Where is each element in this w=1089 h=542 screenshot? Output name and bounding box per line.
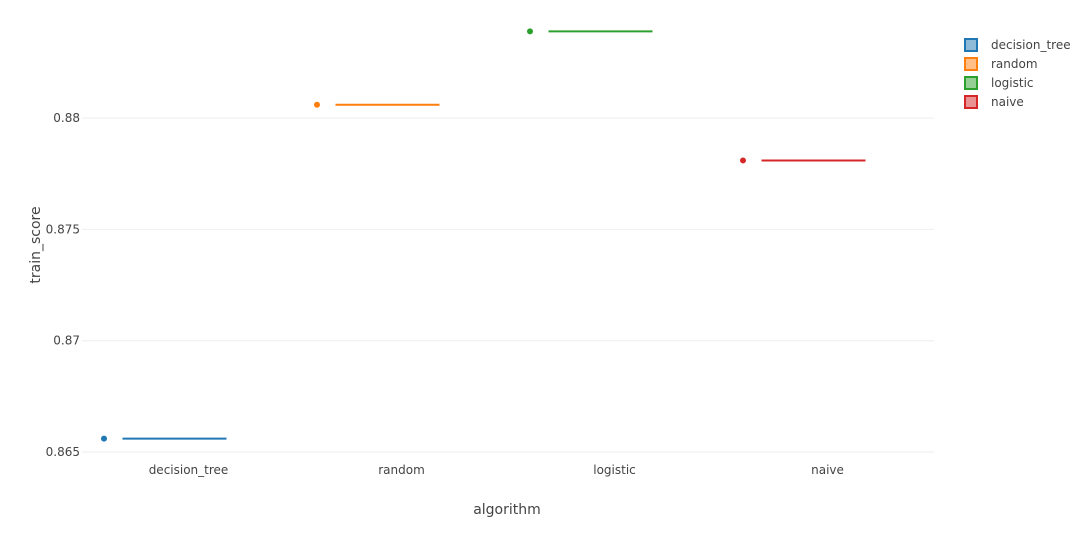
data-point[interactable] xyxy=(101,435,107,442)
plot-marks xyxy=(101,28,866,442)
x-tick-label: logistic xyxy=(593,463,636,477)
data-point[interactable] xyxy=(740,157,746,164)
data-point[interactable] xyxy=(314,101,320,108)
gridlines xyxy=(82,117,934,453)
legend-item-decision_tree[interactable]: decision_tree xyxy=(964,38,1071,52)
legend-label: logistic xyxy=(991,76,1034,90)
y-axis-title: train_score xyxy=(28,206,44,283)
x-tick-label: naive xyxy=(811,463,844,477)
legend-label: naive xyxy=(991,95,1024,109)
legend-swatch xyxy=(964,57,978,71)
series-naive[interactable] xyxy=(740,157,866,164)
series-logistic[interactable] xyxy=(527,28,653,35)
legend-item-random[interactable]: random xyxy=(964,57,1038,71)
legend-label: random xyxy=(991,57,1038,71)
x-tick-label: random xyxy=(378,463,425,477)
series-decision_tree[interactable] xyxy=(101,435,227,442)
legend-label: decision_tree xyxy=(991,38,1071,52)
legend-swatch xyxy=(964,38,978,52)
data-point[interactable] xyxy=(527,28,533,35)
y-tick-label: 0.88 xyxy=(53,111,80,125)
y-tick-label: 0.87 xyxy=(53,334,80,348)
y-axis-ticks: 0.865 0.87 0.875 0.88 xyxy=(46,111,80,459)
y-tick-label: 0.875 xyxy=(46,222,80,236)
legend-item-logistic[interactable]: logistic xyxy=(964,76,1034,90)
legend-item-naive[interactable]: naive xyxy=(964,95,1024,109)
series-random[interactable] xyxy=(314,101,440,108)
y-tick-label: 0.865 xyxy=(46,445,80,459)
x-tick-label: decision_tree xyxy=(149,463,229,477)
legend-swatch xyxy=(964,76,978,90)
legend-swatch xyxy=(964,95,978,109)
x-axis-title: algorithm xyxy=(473,502,541,518)
x-axis-ticks: decision_tree random logistic naive xyxy=(149,463,844,477)
